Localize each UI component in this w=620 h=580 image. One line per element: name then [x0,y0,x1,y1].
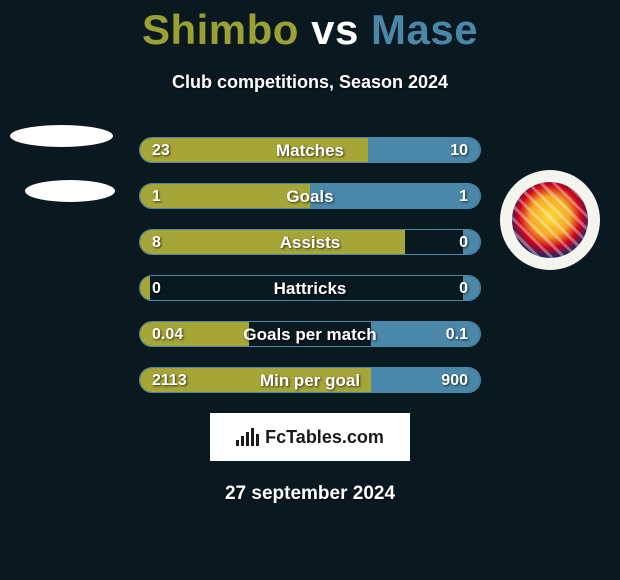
stat-row: 0.04Goals per match0.1 [139,321,481,347]
decorative-ellipse [10,125,113,147]
stat-label: Goals per match [140,322,480,347]
comparison-title: Shimbo vs Mase [0,0,620,54]
stat-row: 23Matches10 [139,137,481,163]
stat-value-right: 0.1 [446,322,468,347]
fctables-promo: FcTables.com [210,413,410,461]
stat-row: 0Hattricks0 [139,275,481,301]
player1-name: Shimbo [142,6,299,53]
stat-row: 2113Min per goal900 [139,367,481,393]
stat-value-right: 0 [459,276,468,301]
crest-graphic [512,182,588,258]
crest-stripes [512,182,588,258]
bar-chart-icon [236,428,259,446]
stat-label: Hattricks [140,276,480,301]
team-crest [500,170,600,270]
stat-value-right: 0 [459,230,468,255]
stat-value-right: 900 [441,368,468,393]
stat-row: 1Goals1 [139,183,481,209]
subtitle: Club competitions, Season 2024 [0,72,620,93]
stat-value-right: 1 [459,184,468,209]
stat-row: 8Assists0 [139,229,481,255]
decorative-ellipse [25,180,115,202]
promo-text: FcTables.com [265,427,384,448]
stat-label: Assists [140,230,480,255]
stat-label: Matches [140,138,480,163]
player2-name: Mase [371,6,478,53]
vs-text: vs [311,6,359,53]
stat-value-right: 10 [450,138,468,163]
stat-label: Goals [140,184,480,209]
date-text: 27 september 2024 [0,483,620,505]
stat-label: Min per goal [140,368,480,393]
